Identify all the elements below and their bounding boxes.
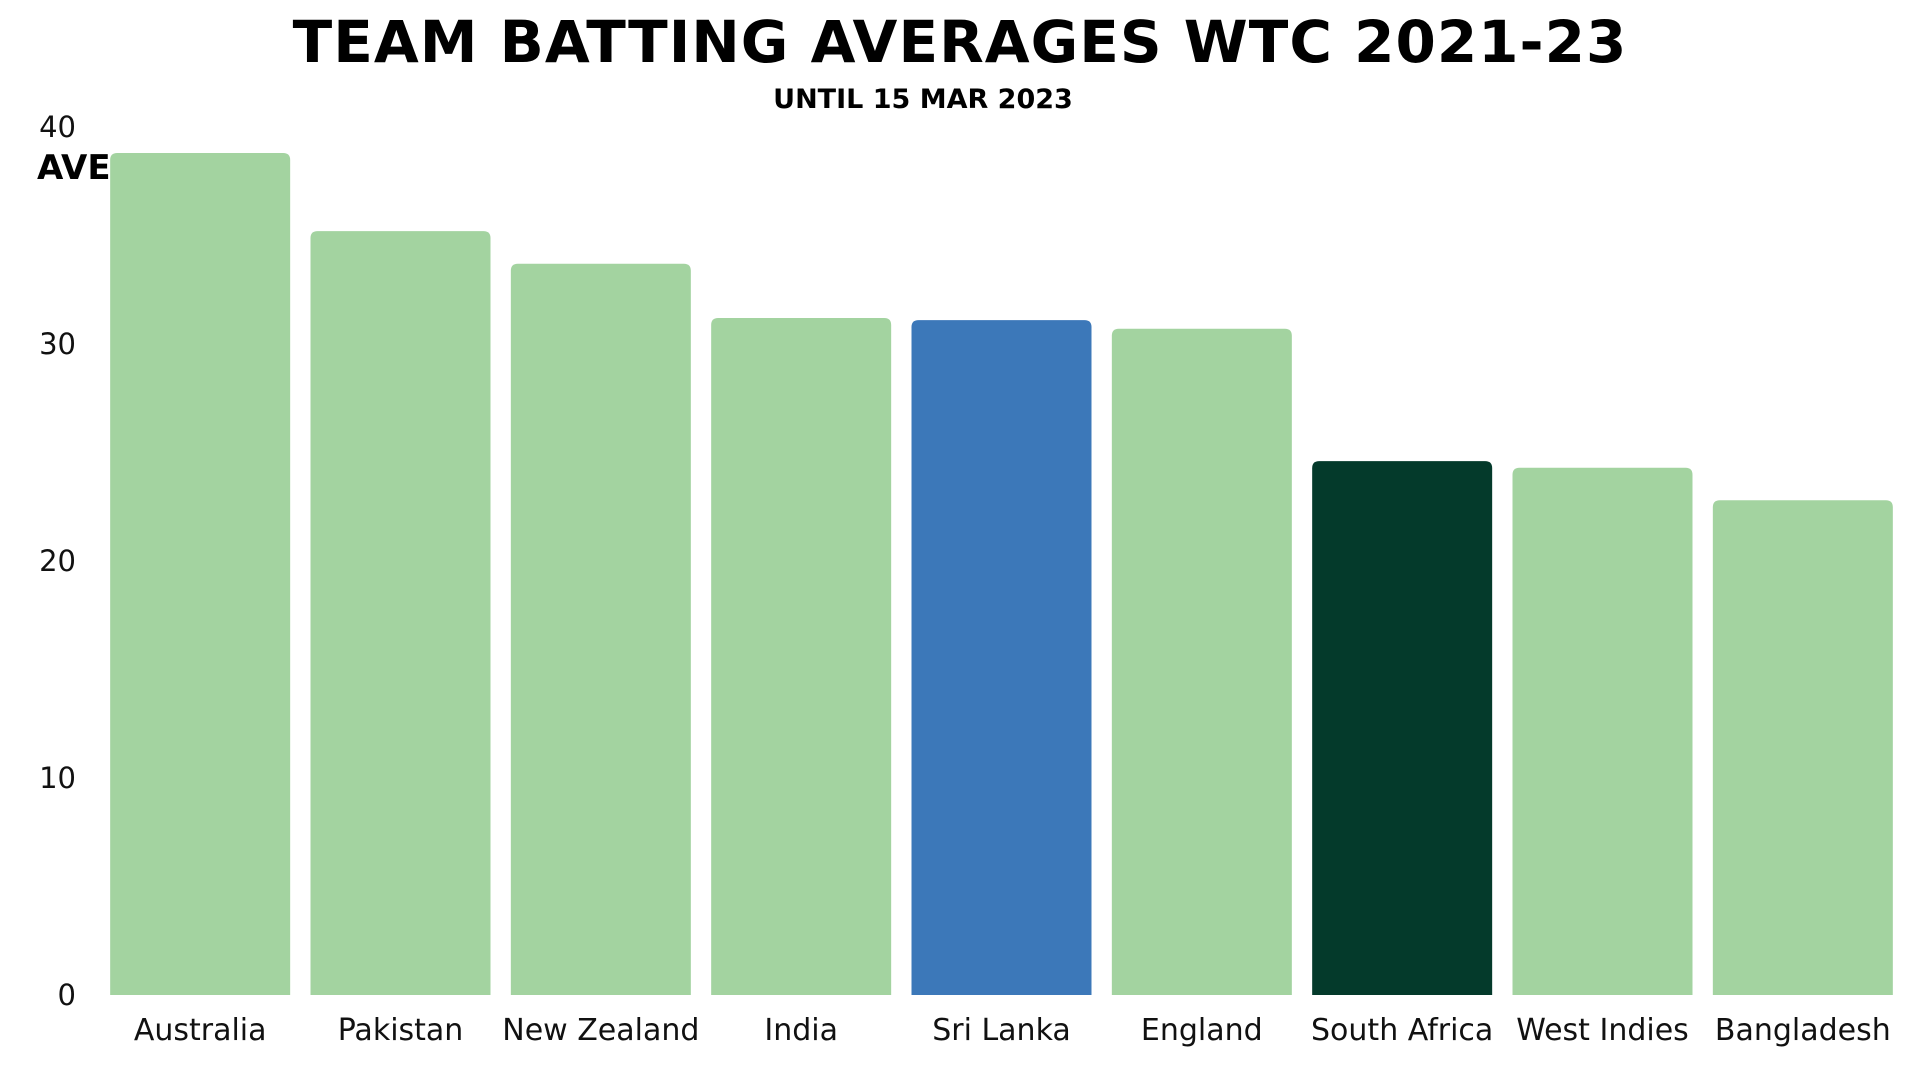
bar-bangladesh [1712, 500, 1893, 995]
x-tick-label: Australia [134, 1013, 267, 1048]
bar-south-africa [1312, 461, 1493, 995]
y-tick-label: 0 [58, 978, 76, 1012]
bar-pakistan [310, 231, 491, 995]
y-tick-label: 10 [39, 761, 76, 795]
y-axis-ticks: 0 10 20 30 40 [39, 110, 76, 1012]
x-tick-label: Pakistan [338, 1013, 464, 1048]
chart-title: TEAM BATTING AVERAGES WTC 2021-23 [292, 8, 1628, 76]
bar-west-indies [1512, 467, 1693, 995]
bar-australia [110, 153, 291, 996]
chart-subtitle: UNTIL 15 MAR 2023 [773, 84, 1073, 115]
bar-new-zealand [510, 263, 691, 996]
y-tick-label: 40 [39, 110, 76, 144]
x-tick-label: Bangladesh [1715, 1013, 1891, 1048]
x-axis-labels: Australia Pakistan New Zealand India Sri Lan… [134, 1013, 1891, 1048]
x-tick-label: England [1141, 1013, 1263, 1048]
bar-india [711, 317, 892, 996]
x-tick-label: West Indies [1516, 1013, 1689, 1048]
x-tick-label: New Zealand [502, 1013, 699, 1048]
x-tick-label: Sri Lanka [932, 1013, 1071, 1048]
y-axis-label: AVE [37, 148, 111, 188]
x-tick-label: South Africa [1311, 1013, 1493, 1048]
x-tick-label: India [764, 1013, 838, 1048]
bar-sri-lanka [911, 320, 1092, 995]
bars-group [110, 153, 1893, 996]
y-tick-label: 30 [39, 327, 76, 361]
bar-england [1111, 328, 1292, 995]
y-tick-label: 20 [39, 544, 76, 578]
